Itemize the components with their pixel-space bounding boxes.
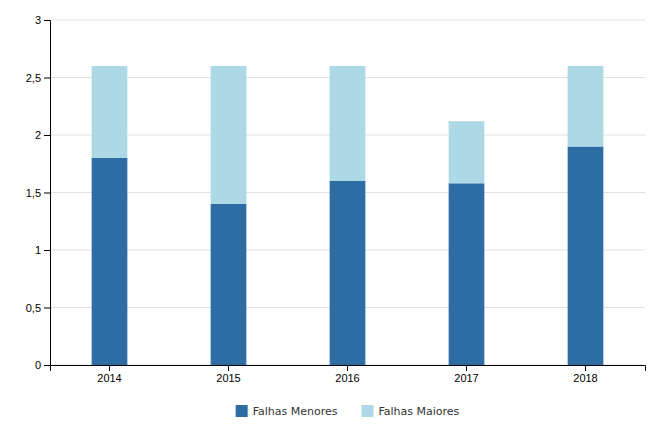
legend-label: Falhas Maiores [378,405,459,418]
chart: 0 0,5 1 1,5 2 2,5 3 2014 2015 2016 2017 2018 Falhas … [0,0,665,445]
y-tick: 2,5 [26,72,50,84]
y-tick-mark [44,250,50,251]
y-tick-label: 2,5 [26,72,41,84]
x-tick: 2016 [335,365,359,384]
y-tick-label: 0,5 [26,302,41,314]
y-tick-mark [44,193,50,194]
x-tick: 2017 [454,365,478,384]
legend-label: Falhas Menores [253,405,338,418]
bar [330,181,366,365]
x-tick-label: 2018 [573,372,597,384]
y-tick-mark [44,20,50,21]
grid-line [50,20,645,21]
bar [449,183,485,365]
x-tick-label: 2015 [216,372,240,384]
y-tick-mark [44,308,50,309]
x-axis: 2014 2015 2016 2017 2018 [51,365,646,384]
y-tick-mark [44,365,50,366]
y-tick: 0 [35,359,50,371]
bar [568,66,604,147]
legend-swatch [361,405,373,417]
y-tick: 2 [35,129,50,141]
x-tick: 2014 [97,365,121,384]
bar [568,147,604,366]
y-tick: 1,5 [26,187,50,199]
legend: Falhas Menores Falhas Maiores [236,405,460,418]
legend-item: Falhas Menores [236,405,338,418]
x-tick-label: 2014 [97,372,121,384]
bar [92,66,128,158]
y-tick: 3 [35,14,50,26]
y-tick-label: 1 [35,244,41,256]
x-tick: 2018 [573,365,597,384]
x-tick-mark [466,365,467,371]
x-tick-label: 2016 [335,372,359,384]
legend-swatch [236,405,248,417]
bars [92,66,604,365]
y-tick-mark [44,78,50,79]
bar [449,121,485,183]
x-tick-mark [347,365,348,371]
y-axis: 0 0,5 1 1,5 2 2,5 3 [26,14,51,371]
legend-item: Falhas Maiores [361,405,459,418]
x-tick-label: 2017 [454,372,478,384]
y-tick-label: 1,5 [26,187,41,199]
x-axis-line [51,366,646,372]
series [92,66,604,204]
bar [330,66,366,181]
y-tick: 1 [35,244,50,256]
x-tick-mark [585,365,586,371]
plot: 0 0,5 1 1,5 2 2,5 3 2014 2015 2016 2017 2018 [26,14,646,384]
x-tick-mark [228,365,229,371]
y-tick-label: 2 [35,129,41,141]
bar [211,66,247,204]
y-tick-label: 0 [35,359,41,371]
x-tick-mark [109,365,110,371]
x-tick: 2015 [216,365,240,384]
bar [92,158,128,365]
y-tick-mark [44,135,50,136]
y-tick-label: 3 [35,14,41,26]
y-axis-line [44,21,51,366]
bar [211,204,247,365]
grid [50,20,645,365]
y-tick: 0,5 [26,302,50,314]
